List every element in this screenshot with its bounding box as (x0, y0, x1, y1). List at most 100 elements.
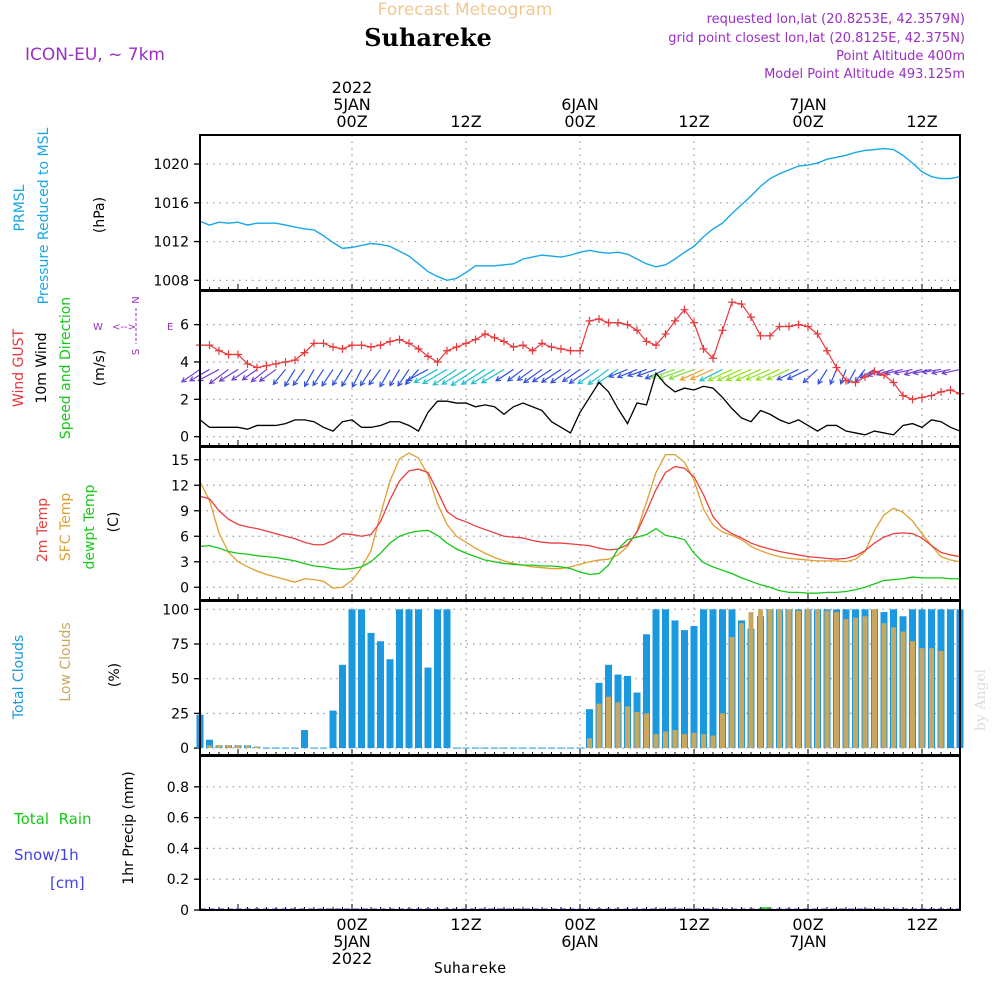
low-cloud-bar (710, 735, 716, 749)
wind-arrow (304, 369, 315, 388)
low-cloud-bar (891, 627, 896, 749)
total-cloud-bar (947, 609, 954, 749)
wind-arrow-shaft (209, 368, 229, 385)
wind-gust-marker (728, 298, 736, 307)
y-tick-label: 0.8 (167, 780, 189, 796)
low-cloud-bar (910, 641, 915, 749)
wind-gust-marker (357, 341, 366, 350)
wind-arrow-head (516, 375, 523, 382)
low-cloud-bar (796, 610, 801, 749)
total-cloud-bar (405, 609, 413, 749)
wind-arrow (480, 368, 505, 384)
wind-arrow-shaft (407, 368, 429, 382)
wind-gust-marker (462, 339, 470, 348)
wind-arrow-head (250, 376, 257, 383)
wind-arrow-shaft (746, 368, 771, 381)
wind-arrow-shaft (669, 368, 695, 380)
temperature-labels: 2m Temp SFC Temp dewpt Temp (C) (35, 484, 122, 569)
wind-gust-marker (927, 391, 936, 400)
wind-gust-marker (528, 346, 537, 355)
wind-arrow (689, 368, 714, 381)
wind-arrow (506, 368, 524, 382)
low-cloud-bar (739, 623, 744, 749)
wind-arrow-head (368, 379, 374, 386)
low-cloud-bar (872, 609, 877, 749)
precip-ylabel: 1hr Precip (mm) (121, 771, 137, 884)
wind-arrow-shaft (379, 369, 391, 387)
precip-panel: 0 0.2 0.4 0.6 0.8 (167, 755, 961, 919)
wind-arrow-head (776, 375, 783, 381)
wind-arrow (312, 369, 325, 387)
wind-arrow-shaft (251, 368, 267, 383)
total-cloud-bar (396, 609, 403, 749)
wind-gust-marker (224, 350, 233, 359)
wind-arrow-shaft (756, 368, 780, 381)
wind-arrow (930, 368, 951, 376)
wind-arrow (679, 368, 704, 381)
wind-arrow-head (284, 381, 290, 388)
wind-arrow-head (332, 380, 338, 387)
wind-arrow-shaft (181, 368, 201, 383)
low-cloud-bar (587, 738, 592, 749)
total-cloud-bar (719, 609, 726, 749)
total-cloud-bar (671, 620, 679, 749)
pressure-label-2: Pressure Reduced to MSL (36, 127, 52, 304)
wind-arrow (272, 369, 286, 386)
wind-gust-marker (623, 320, 632, 329)
wind-arrow-head (506, 376, 513, 382)
low-cloud-bar (862, 616, 868, 749)
wind-arrow (404, 369, 419, 386)
y-tick-label: 1016 (153, 196, 189, 212)
wind-gust-marker (452, 343, 461, 352)
y-tick-label: 1020 (153, 157, 189, 173)
wind-arrow-shaft (219, 368, 239, 382)
wind-arrow-shaft (451, 368, 476, 386)
wind-arrow (368, 369, 381, 386)
low-cloud-bar (853, 617, 858, 749)
total-cloud-bar (662, 609, 669, 749)
wind-arrow-head (884, 369, 891, 376)
y-tick-label: 100 (162, 602, 189, 618)
wind-gust-marker (319, 339, 328, 348)
temp2m-line (199, 465, 961, 560)
top-time-label: 2022 (332, 78, 373, 97)
wind-arrow-shaft (351, 369, 363, 388)
y-tick-label: 6 (180, 318, 189, 334)
wind-arrow-head (218, 376, 225, 382)
low-cloud-bar (653, 734, 659, 749)
wind-gust-marker (671, 316, 679, 325)
top-time-label: 7JAN (789, 95, 827, 114)
point-altitude: Point Altitude 400m (836, 49, 965, 64)
top-time-label: 12Z (678, 112, 709, 131)
wind-speed-dir-label: Speed and Direction (58, 297, 74, 439)
wind-gust-marker (281, 357, 290, 366)
wind-arrow-head (766, 375, 773, 381)
wind-gust-marker (804, 322, 812, 331)
wind-gust-marker (471, 335, 480, 344)
wind-unit: (m/s) (92, 350, 108, 387)
wind-arrow (516, 368, 533, 382)
wind-gust-marker (329, 343, 337, 352)
wind-gust-marker (718, 326, 727, 335)
low-cloud-bar (758, 609, 763, 749)
wind-gust-marker (500, 337, 508, 346)
wind-arrow-shaft (736, 368, 761, 381)
wind-arrow (657, 368, 685, 381)
low-cloud-bar (254, 746, 260, 749)
wind-10m-line (199, 371, 961, 436)
wind-arrow-shaft (569, 368, 590, 384)
low-cloud-bar (682, 734, 687, 749)
y-tick-label: 9 (180, 504, 189, 520)
low-cloud-bar (672, 730, 678, 749)
wind-arrow-head (921, 368, 928, 375)
sfc-temp-line (199, 452, 961, 589)
bottom-time-label: 00Z (564, 915, 595, 934)
low-cloud-bar (663, 731, 668, 749)
low-cloud-bar (235, 745, 241, 749)
wind-arrow-head (351, 381, 357, 388)
temp2m-label: 2m Temp (35, 498, 51, 562)
pressure-panel: 1008 1012 1016 1020 (153, 134, 961, 291)
wind-arrow-head (231, 375, 238, 381)
pressure-unit: (hPa) (92, 197, 108, 233)
wind-gust-marker (709, 354, 717, 363)
